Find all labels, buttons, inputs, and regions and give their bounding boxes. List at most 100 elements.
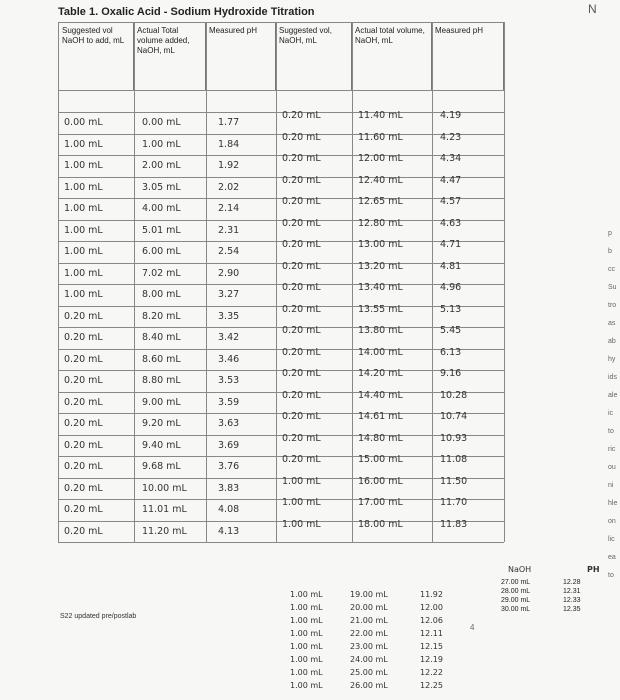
- measured-ph-cell: 4.34: [440, 153, 462, 164]
- suggested-vol-cell: 0.20 mL: [64, 439, 103, 451]
- grid-horizontal-line: [58, 327, 504, 328]
- extra-actual-total-cell: 19.00 mL: [350, 590, 388, 599]
- inset-naoh-cell: 27.00 mL: [501, 579, 531, 586]
- inset-naoh-cell: 30.00 mL: [501, 606, 531, 613]
- actual-total-cell: 9.68 mL: [142, 461, 181, 472]
- cropped-text-fragment: to: [608, 572, 614, 579]
- measured-ph-cell: 2.90: [218, 267, 240, 279]
- suggested-vol-cell: 0.20 mL: [282, 110, 321, 121]
- suggested-vol-cell: 0.20 mL: [282, 454, 321, 465]
- measured-ph-cell: 3.46: [218, 353, 240, 365]
- suggested-vol-cell: 0.20 mL: [64, 310, 103, 322]
- suggested-vol-cell: 0.20 mL: [282, 432, 321, 444]
- measured-ph-cell: 6.13: [440, 346, 462, 358]
- actual-total-cell: 0.00 mL: [142, 117, 181, 128]
- extra-suggested-vol-cell: 1.00 mL: [290, 616, 323, 625]
- measured-ph-cell: 3.59: [218, 396, 240, 408]
- actual-total-cell: 4.00 mL: [142, 203, 181, 214]
- measured-ph-cell: 4.19: [440, 110, 462, 121]
- grid-vertical-line: [352, 22, 353, 542]
- suggested-vol-cell: 0.20 mL: [282, 217, 321, 229]
- grid-horizontal-line: [58, 456, 504, 457]
- suggested-vol-cell: 0.20 mL: [64, 418, 103, 429]
- grid-horizontal-line: [58, 262, 504, 264]
- actual-total-cell: 11.60 mL: [358, 131, 403, 143]
- measured-ph-cell: 4.63: [440, 217, 462, 229]
- actual-total-cell: 17.00 mL: [358, 497, 403, 508]
- cropped-text-fragment: ea: [608, 554, 616, 561]
- header-suggested-vol-2: Suggested vol, NaOH, mL: [276, 22, 352, 90]
- measured-ph-cell: 4.81: [440, 260, 462, 272]
- suggested-vol-cell: 1.00 mL: [64, 181, 103, 193]
- suggested-vol-cell: 0.20 mL: [282, 368, 321, 379]
- grid-horizontal-line: [58, 305, 504, 307]
- measured-ph-cell: 1.84: [218, 138, 240, 150]
- measured-ph-cell: 11.08: [440, 454, 468, 465]
- grid-vertical-line: [206, 22, 207, 542]
- suggested-vol-cell: 0.20 mL: [64, 525, 103, 537]
- grid-horizontal-line: [58, 542, 504, 543]
- suggested-vol-cell: 0.20 mL: [282, 282, 321, 293]
- table-title: Table 1. Oxalic Acid - Sodium Hydroxide …: [58, 6, 315, 18]
- extra-suggested-vol-cell: 1.00 mL: [290, 668, 323, 677]
- cropped-text-fragment: ab: [608, 338, 616, 345]
- cropped-text-fragment: ale: [608, 392, 618, 399]
- header-measured-ph-2: Measured pH: [432, 22, 504, 90]
- cropped-text-fragment: lic: [608, 536, 615, 543]
- measured-ph-cell: 3.35: [218, 310, 240, 322]
- grid-horizontal-line: [58, 112, 504, 113]
- cropped-text-fragment: to: [608, 428, 614, 435]
- actual-total-cell: 8.40 mL: [142, 332, 181, 343]
- actual-total-cell: 13.55 mL: [358, 303, 403, 315]
- actual-total-cell: 12.40 mL: [358, 174, 403, 186]
- extra-measured-ph-cell: 12.06: [420, 616, 443, 625]
- measured-ph-cell: 3.53: [218, 375, 240, 386]
- actual-total-cell: 12.00 mL: [358, 153, 403, 164]
- inset-naoh-cell: 29.00 mL: [501, 597, 531, 604]
- measured-ph-cell: 2.14: [218, 203, 240, 214]
- suggested-vol-cell: 0.20 mL: [282, 346, 321, 358]
- inset-ph-cell: 12.28: [563, 579, 581, 586]
- actual-total-cell: 13.00 mL: [358, 239, 403, 250]
- suggested-vol-cell: 0.20 mL: [64, 504, 103, 515]
- grid-vertical-line: [276, 22, 277, 542]
- grid-horizontal-line: [58, 499, 504, 500]
- measured-ph-cell: 4.96: [440, 282, 462, 293]
- suggested-vol-cell: 1.00 mL: [64, 203, 103, 214]
- actual-total-cell: 9.40 mL: [142, 439, 181, 451]
- cropped-text-fragment: ic: [608, 410, 614, 417]
- extra-actual-total-cell: 22.00 mL: [350, 629, 388, 638]
- suggested-vol-cell: 1.00 mL: [64, 160, 103, 171]
- actual-total-cell: 14.61 mL: [358, 411, 403, 422]
- actual-total-cell: 14.00 mL: [358, 346, 403, 358]
- suggested-vol-cell: 0.20 mL: [282, 303, 321, 315]
- actual-total-cell: 2.00 mL: [142, 160, 181, 171]
- measured-ph-cell: 2.31: [218, 224, 240, 236]
- cropped-text-fragment: p: [608, 230, 612, 237]
- actual-total-cell: 11.40 mL: [358, 110, 403, 121]
- extra-suggested-vol-cell: 1.00 mL: [290, 590, 323, 599]
- suggested-vol-cell: 1.00 mL: [282, 518, 321, 530]
- suggested-vol-cell: 1.00 mL: [64, 138, 103, 150]
- extra-measured-ph-cell: 12.00: [420, 603, 443, 612]
- extra-measured-ph-cell: 12.19: [420, 655, 443, 664]
- titration-table: Suggested vol NaOH to add, mL Actual Tot…: [58, 22, 504, 578]
- actual-total-cell: 14.40 mL: [358, 389, 403, 401]
- measured-ph-cell: 5.45: [440, 325, 462, 336]
- measured-ph-cell: 1.77: [218, 117, 240, 128]
- grid-horizontal-line: [58, 22, 504, 23]
- grid-horizontal-line: [58, 284, 504, 285]
- actual-total-cell: 8.00 mL: [142, 289, 181, 300]
- suggested-vol-cell: 0.20 mL: [282, 196, 321, 207]
- measured-ph-cell: 10.93: [440, 432, 468, 444]
- measured-ph-cell: 11.70: [440, 497, 468, 508]
- actual-total-cell: 18.00 mL: [358, 518, 403, 530]
- inset-ph-cell: 12.33: [563, 597, 581, 604]
- suggested-vol-cell: 0.20 mL: [64, 353, 103, 365]
- cropped-text-fragment: as: [608, 320, 616, 327]
- inset-ph-cell: 12.31: [563, 588, 581, 595]
- cropped-text-fragment: ou: [608, 464, 616, 471]
- inset-ph-cell: 12.35: [563, 606, 581, 613]
- suggested-vol-cell: 0.20 mL: [282, 174, 321, 186]
- suggested-vol-cell: 1.00 mL: [282, 475, 321, 487]
